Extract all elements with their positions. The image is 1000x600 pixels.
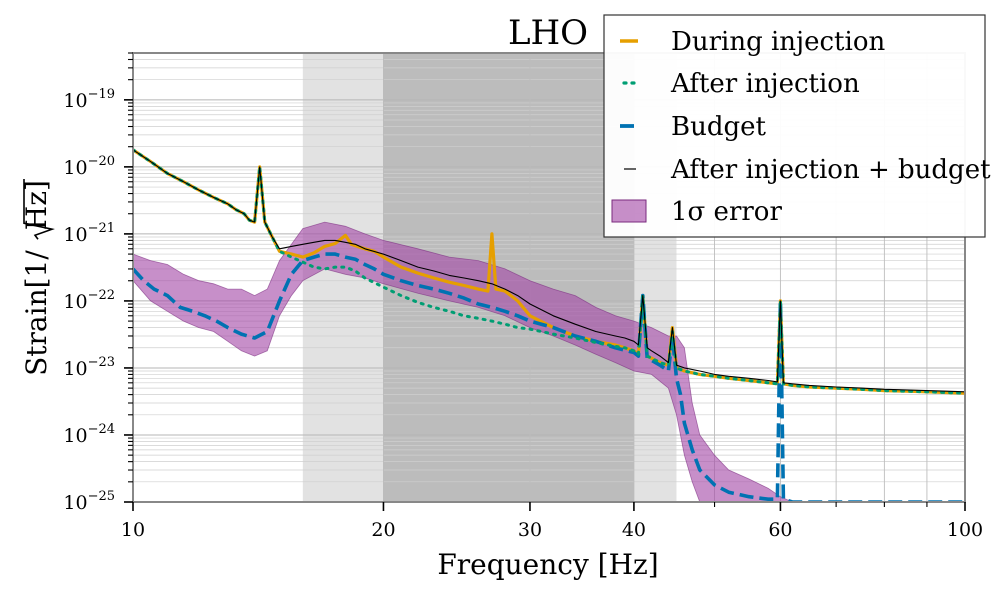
legend-label: 1σ error xyxy=(671,197,782,227)
legend-item-budget: Budget xyxy=(620,112,767,142)
series-line-budget xyxy=(133,252,965,502)
chart-title: LHO xyxy=(508,13,588,53)
legend-label: Budget xyxy=(671,112,767,142)
x-tick-label: 20 xyxy=(371,519,395,541)
y-tick-label: 10−21 xyxy=(63,221,115,246)
y-tick-label: 10−20 xyxy=(63,154,115,179)
legend-item-during-injection: During injection xyxy=(620,27,885,57)
x-tick-label: 100 xyxy=(947,519,983,541)
legend-item-after-injection: After injection xyxy=(622,69,860,99)
x-tick-label: 40 xyxy=(622,519,646,541)
svg-text:Strain[1/Hz]: Strain[1/Hz] xyxy=(20,180,53,376)
legend-label: After injection xyxy=(670,69,860,99)
x-tick-label: 30 xyxy=(518,519,542,541)
x-tick-label: 10 xyxy=(121,519,145,541)
legend-label: After injection + budget xyxy=(670,155,991,185)
error-band xyxy=(133,221,965,502)
x-tick-label: 60 xyxy=(768,519,792,541)
series-line-after-injection-budget xyxy=(133,149,965,393)
y-axis-title: Strain[1/Hz] xyxy=(20,179,55,376)
y-tick-label: 10−25 xyxy=(63,489,115,514)
legend-swatch xyxy=(611,199,647,223)
y-tick-label: 10−24 xyxy=(63,422,115,447)
legend-item-after-injection-budget: After injection + budget xyxy=(624,155,991,185)
plot-frame xyxy=(132,52,966,503)
legend: During injection After injection Budget Aft… xyxy=(603,14,991,238)
y-tick-label: 10−19 xyxy=(63,87,115,112)
legend-item-1-error: 1σ error xyxy=(611,197,782,227)
legend-box xyxy=(603,14,986,238)
y-tick-label: 10−22 xyxy=(63,288,115,313)
legend-label: During injection xyxy=(671,27,885,57)
x-axis-title: Frequency [Hz] xyxy=(437,548,658,581)
y-tick-label: 10−23 xyxy=(63,355,115,380)
